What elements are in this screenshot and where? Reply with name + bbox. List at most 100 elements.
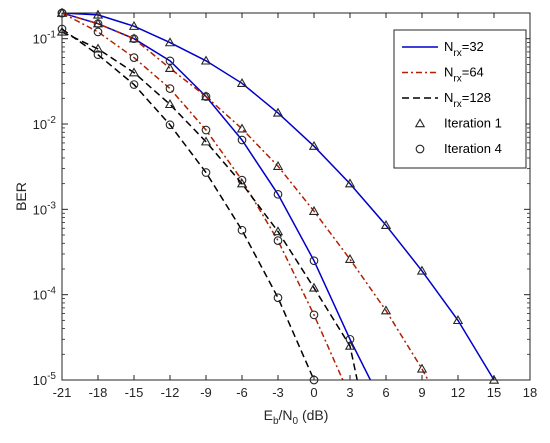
data-point: [165, 120, 175, 130]
data-point: [416, 363, 428, 373]
data-point: [92, 43, 104, 53]
y-tick-base: 10: [33, 373, 47, 388]
x-tick-label: 18: [523, 385, 537, 400]
series-nrx32-it4: [57, 8, 372, 380]
series-layer: [56, 7, 500, 385]
data-point: [237, 135, 247, 145]
data-point: [128, 67, 140, 77]
y-tick-exp: -5: [47, 371, 56, 382]
data-point: [165, 84, 175, 93]
y-axis-label: BER: [13, 182, 29, 211]
x-tick-label: 12: [451, 385, 465, 400]
data-point: [164, 37, 176, 47]
data-point: [129, 53, 139, 62]
data-point: [272, 160, 284, 170]
data-point: [344, 340, 356, 350]
data-point: [200, 91, 212, 101]
data-point: [380, 219, 392, 230]
data-point: [236, 123, 248, 133]
data-point: [236, 178, 248, 188]
data-point: [380, 305, 392, 315]
x-tick-label: 6: [382, 385, 389, 400]
legend-label-main: N: [444, 39, 453, 54]
legend-label-rest: =128: [462, 90, 491, 105]
legend-label: Nrx=128: [444, 90, 491, 110]
series-nrx64-it4: [57, 8, 344, 380]
y-tick-label: 10-2: [33, 115, 57, 132]
y-tick-exp: -2: [47, 115, 56, 126]
data-point: [128, 33, 140, 43]
x-tick-label: -12: [161, 385, 180, 400]
x-label-rest: (dB): [298, 407, 328, 423]
legend-label-rest: =32: [462, 39, 484, 54]
legend-marker-swatch: [414, 118, 426, 128]
x-tick-label: 9: [418, 385, 425, 400]
series-line-nrx64-it1: [62, 13, 429, 380]
y-tick-label: 10-3: [33, 200, 57, 217]
y-tick-exp: -3: [47, 200, 56, 211]
series-nrx64-it1: [56, 7, 429, 380]
series-line-nrx32-it1: [62, 13, 495, 380]
data-point: [308, 205, 320, 215]
data-point: [309, 310, 319, 320]
x-tick-label: 3: [346, 385, 353, 400]
legend-box: [393, 29, 527, 169]
legend-label-main: N: [444, 90, 453, 105]
legend-marker-swatch: [415, 144, 425, 154]
y-tick-exp: -1: [47, 30, 56, 41]
series-line-nrx128-it4: [62, 28, 315, 380]
series-nrx32-it1: [56, 7, 500, 384]
x-tick-label: -6: [236, 385, 248, 400]
data-point: [200, 136, 212, 146]
legend-label-sub: rx: [453, 99, 461, 110]
data-point: [416, 265, 428, 275]
legend-label: Iteration 4: [444, 141, 502, 156]
legend-label: Nrx=32: [444, 39, 484, 59]
data-point: [309, 256, 319, 266]
y-tick-base: 10: [33, 288, 47, 303]
x-tick-label: -21: [53, 385, 72, 400]
x-label-mid: /N: [279, 407, 293, 423]
data-point: [129, 80, 139, 89]
series-line-nrx128-it1: [62, 31, 358, 380]
x-label-main: E: [264, 407, 273, 423]
series-line-nrx64-it4: [62, 13, 344, 380]
legend-entry: Nrx=64: [402, 65, 484, 85]
data-point: [344, 253, 356, 263]
x-tick-label: -18: [89, 385, 108, 400]
data-point: [201, 125, 211, 135]
legend-label-rest: =64: [462, 65, 484, 80]
data-point: [164, 62, 176, 72]
y-tick-label: 10-4: [33, 286, 57, 303]
series-nrx128-it1: [56, 26, 358, 380]
data-point: [345, 334, 355, 344]
data-point: [164, 99, 176, 109]
data-point: [128, 20, 140, 30]
legend-label: Nrx=64: [444, 65, 484, 85]
data-point: [237, 225, 247, 235]
x-tick-label: -9: [200, 385, 212, 400]
data-point: [93, 27, 103, 37]
x-label-sub: b: [273, 416, 279, 427]
y-tick-label: 10-5: [33, 371, 57, 388]
data-point: [272, 226, 284, 236]
data-point: [201, 168, 211, 177]
data-point: [308, 282, 320, 292]
y-tick-label: 10-1: [33, 30, 57, 47]
legend-entry: Iteration 1: [414, 116, 502, 131]
legend-label: Iteration 1: [444, 116, 502, 131]
y-tick-base: 10: [33, 32, 47, 47]
x-label-sub2: 0: [293, 416, 299, 427]
legend-entry: Iteration 4: [415, 141, 502, 156]
plot-frame: [61, 12, 531, 381]
x-tick-label: 15: [487, 385, 501, 400]
y-tick-base: 10: [33, 202, 47, 217]
legend-label-sub: rx: [453, 74, 461, 85]
data-point: [488, 374, 500, 384]
x-tick-label: -3: [272, 385, 284, 400]
axis-ticks: -21 -18 -15 -12 -9 -6 -3 0 3 6 9 12 15 1810-510-410-3…: [33, 12, 537, 400]
legend-entry: Nrx=128: [402, 90, 491, 110]
data-point: [92, 9, 104, 19]
